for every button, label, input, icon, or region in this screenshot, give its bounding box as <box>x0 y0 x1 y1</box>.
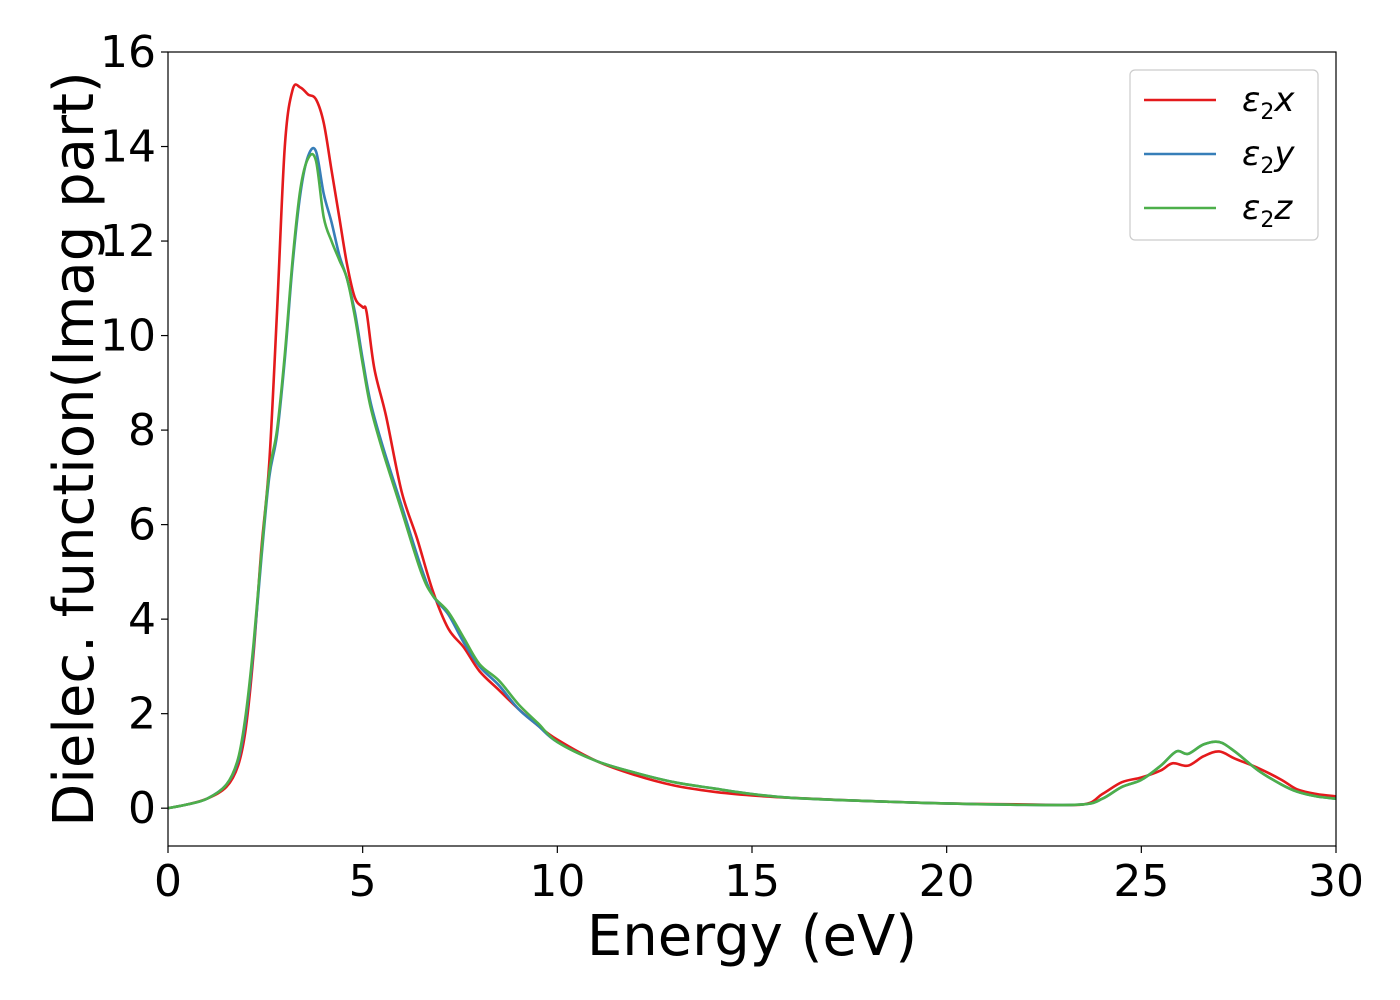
y-tick-label: 14 <box>100 122 156 173</box>
y-tick-label: 8 <box>128 405 156 456</box>
y-tick-label: 6 <box>128 500 156 551</box>
x-tick-label: 25 <box>1113 856 1169 907</box>
x-axis-title: Energy (eV) <box>587 904 917 969</box>
legend-label-x: ε2x <box>1242 80 1295 125</box>
x-tick-label: 0 <box>154 856 182 907</box>
legend-label-y: ε2y <box>1242 134 1295 179</box>
y-axis: 0 2 4 6 8 10 12 14 16 <box>100 27 168 834</box>
legend-box <box>1129 69 1319 241</box>
x-tick-label: 5 <box>349 856 377 907</box>
series-line-z <box>168 152 1336 810</box>
x-tick-label: 15 <box>724 856 780 907</box>
y-tick-label: 10 <box>100 311 156 362</box>
series-line-x <box>168 83 1336 810</box>
y-tick-label: 16 <box>100 27 156 78</box>
x-axis: 0 5 10 15 20 25 30 <box>154 846 1364 907</box>
x-tick-label: 30 <box>1308 856 1364 907</box>
y-axis-title: Dielec. function(Imag part) <box>42 71 107 827</box>
legend: ε2x ε2y ε2z <box>1129 69 1319 241</box>
y-tick-label: 2 <box>128 689 156 740</box>
y-tick-label: 4 <box>128 594 156 645</box>
y-tick-label: 0 <box>128 783 156 834</box>
x-tick-label: 10 <box>529 856 585 907</box>
x-tick-label: 20 <box>919 856 975 907</box>
y-tick-label: 12 <box>100 216 156 267</box>
legend-label-z: ε2z <box>1242 188 1293 233</box>
